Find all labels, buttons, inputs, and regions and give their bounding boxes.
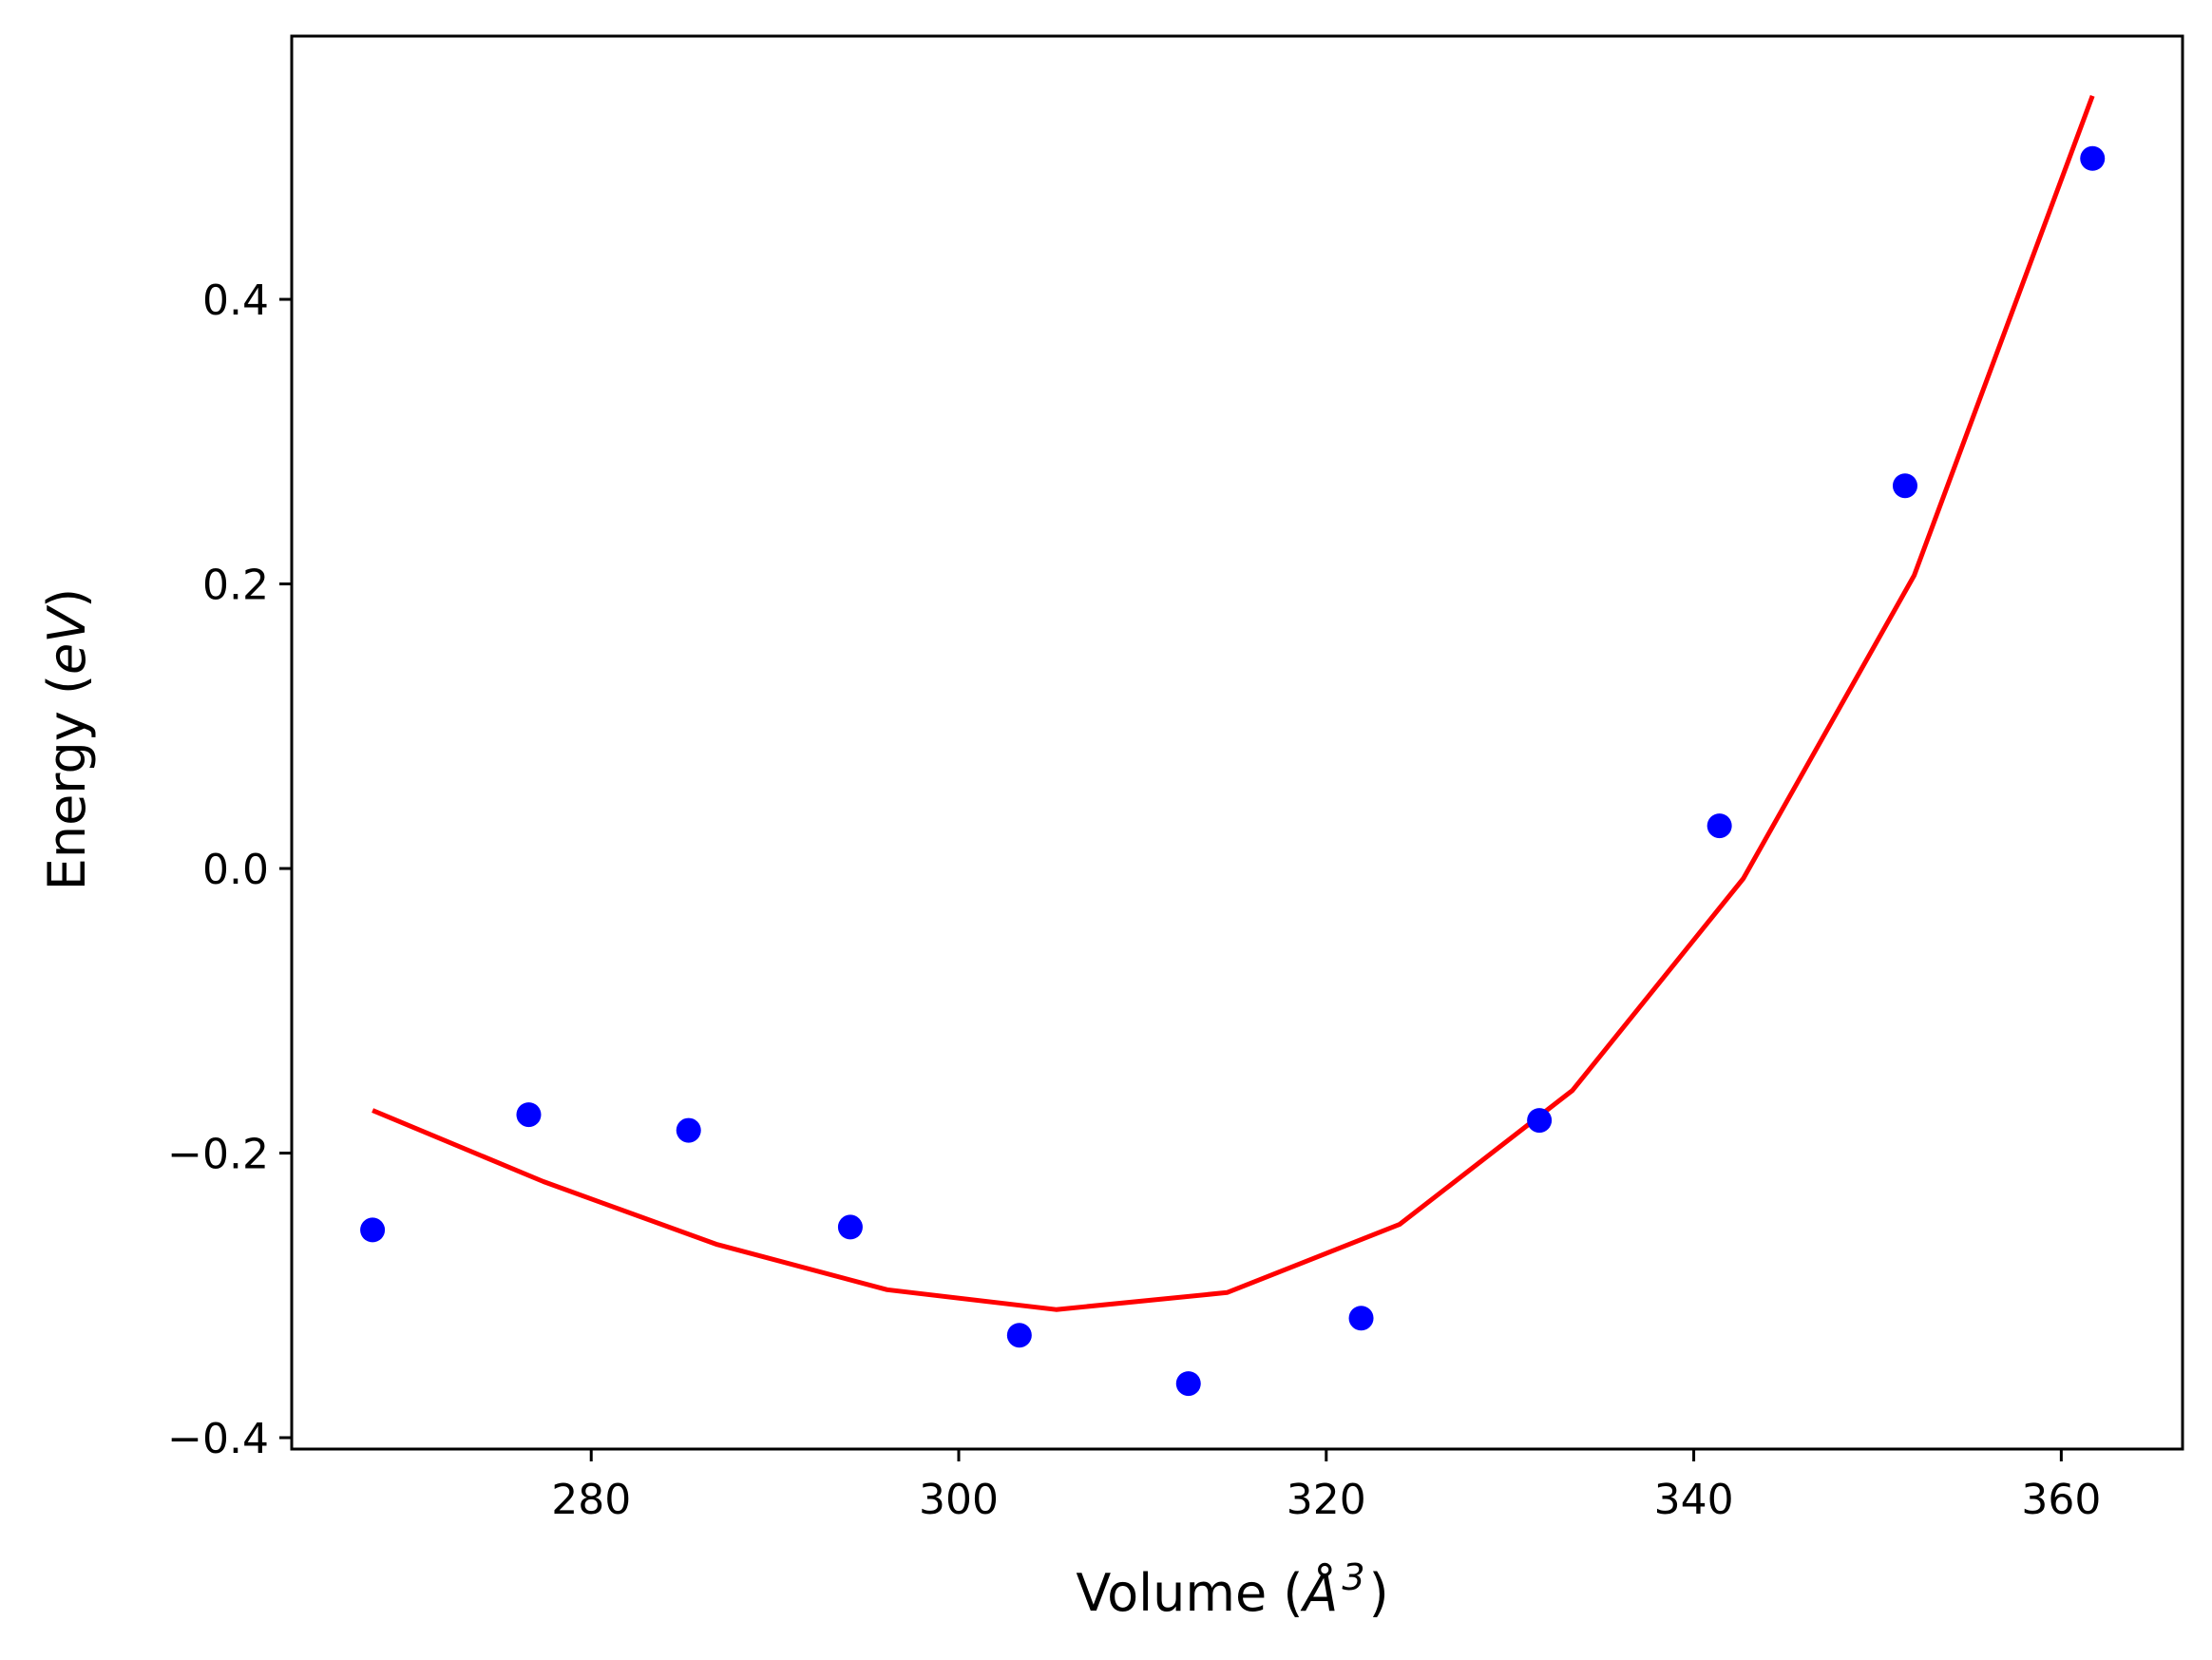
data-point [360, 1217, 386, 1243]
axis-ticks: 280 300 320 340 360 −0.4 −0.2 0.0 0.2 0.4 [167, 277, 2101, 1524]
data-point [1175, 1371, 1201, 1397]
y-tick-label: 0.4 [202, 277, 269, 325]
data-point [837, 1214, 863, 1240]
data-point [676, 1117, 701, 1143]
y-tick-label: 0.0 [202, 846, 269, 894]
data-point [1707, 813, 1732, 839]
x-tick-label: 340 [1654, 1476, 1734, 1524]
x-tick-label: 360 [2021, 1476, 2101, 1524]
x-axis-title: Volume (Å 3) [1076, 1556, 1388, 1623]
data-point [1006, 1323, 1032, 1348]
x-tick-label: 280 [551, 1476, 631, 1524]
data-point [1348, 1306, 1374, 1331]
y-tick-label: −0.4 [167, 1415, 269, 1463]
x-tick-label: 320 [1287, 1476, 1366, 1524]
y-axis-title: Energy (eV) [37, 588, 97, 891]
fit-curve [372, 95, 2095, 1312]
y-tick-label: 0.2 [202, 562, 269, 610]
data-point [1892, 473, 1917, 499]
axes-frame [290, 34, 2184, 1451]
data-point [1527, 1108, 1553, 1134]
x-tick-label: 300 [919, 1476, 999, 1524]
data-point [2080, 145, 2106, 171]
data-point [516, 1102, 542, 1128]
y-tick-label: −0.2 [167, 1131, 269, 1179]
plot-area [360, 95, 2106, 1397]
